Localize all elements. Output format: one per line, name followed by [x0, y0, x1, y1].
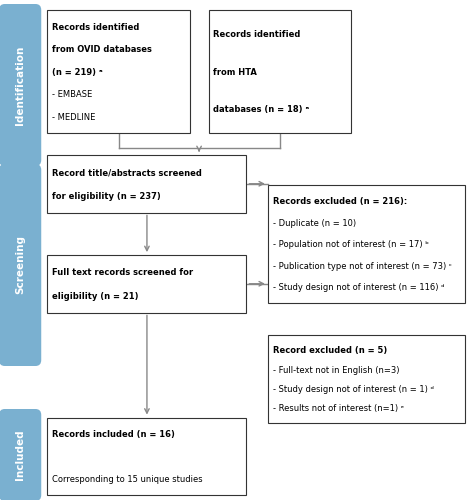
- Bar: [268, 335, 465, 422]
- FancyBboxPatch shape: [0, 4, 41, 166]
- Text: Records included (n = 16): Records included (n = 16): [52, 430, 175, 440]
- Text: Corresponding to 15 unique studies: Corresponding to 15 unique studies: [52, 475, 203, 484]
- Text: - Publication type not of interest (n = 73) ᶜ: - Publication type not of interest (n = …: [273, 262, 451, 271]
- Bar: [47, 418, 246, 495]
- Text: Identification: Identification: [15, 46, 25, 124]
- Text: - Full-text not in English (n=3): - Full-text not in English (n=3): [273, 366, 399, 374]
- Text: eligibility (n = 21): eligibility (n = 21): [52, 292, 138, 301]
- Text: Included: Included: [15, 430, 25, 480]
- Text: - Study design not of interest (n = 116) ᵈ: - Study design not of interest (n = 116)…: [273, 283, 444, 292]
- Bar: [47, 10, 190, 132]
- Text: Full text records screened for: Full text records screened for: [52, 268, 193, 278]
- Text: - Results not of interest (n=1) ᵉ: - Results not of interest (n=1) ᵉ: [273, 404, 404, 413]
- Text: (n = 219) ᵃ: (n = 219) ᵃ: [52, 68, 103, 76]
- Bar: [209, 10, 351, 132]
- Bar: [268, 185, 465, 302]
- Text: - MEDLINE: - MEDLINE: [52, 112, 96, 122]
- Text: - EMBASE: - EMBASE: [52, 90, 92, 99]
- Text: from HTA: from HTA: [213, 68, 257, 76]
- Text: Records excluded (n = 216):: Records excluded (n = 216):: [273, 197, 407, 206]
- Text: Records identified: Records identified: [52, 22, 139, 32]
- Bar: [47, 255, 246, 312]
- Text: Screening: Screening: [15, 236, 25, 294]
- Bar: [47, 155, 246, 212]
- FancyBboxPatch shape: [0, 409, 41, 500]
- Text: - Study design not of interest (n = 1) ᵈ: - Study design not of interest (n = 1) ᵈ: [273, 385, 433, 394]
- Text: for eligibility (n = 237): for eligibility (n = 237): [52, 192, 161, 201]
- FancyBboxPatch shape: [0, 164, 41, 366]
- Text: Records identified: Records identified: [213, 30, 301, 40]
- Text: Record excluded (n = 5): Record excluded (n = 5): [273, 346, 387, 355]
- Text: databases (n = 18) ᵃ: databases (n = 18) ᵃ: [213, 106, 310, 114]
- Text: - Population not of interest (n = 17) ᵇ: - Population not of interest (n = 17) ᵇ: [273, 240, 428, 249]
- Text: - Duplicate (n = 10): - Duplicate (n = 10): [273, 219, 356, 228]
- Text: Record title/abstracts screened: Record title/abstracts screened: [52, 168, 202, 177]
- Text: from OVID databases: from OVID databases: [52, 46, 152, 54]
